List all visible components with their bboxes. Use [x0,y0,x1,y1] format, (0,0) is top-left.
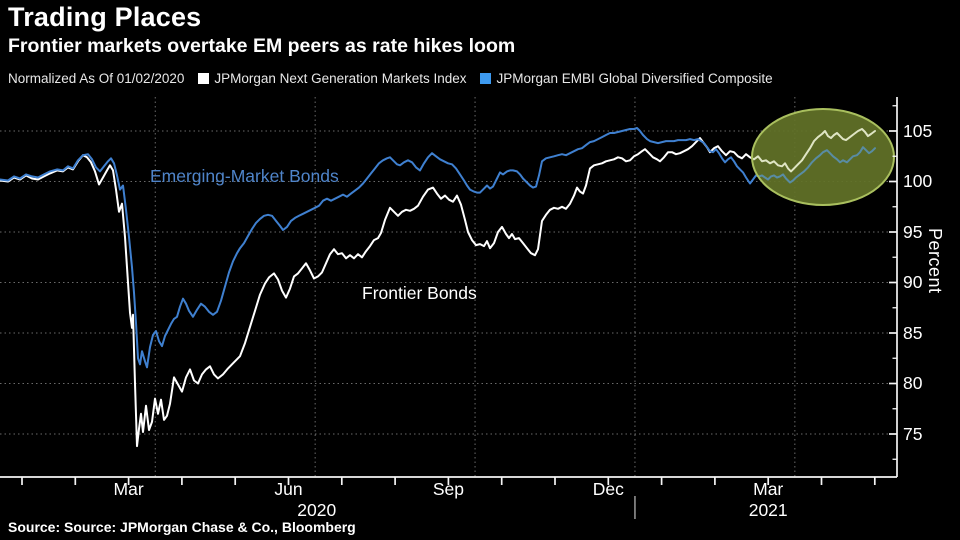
y-axis-tick-label: 95 [903,221,923,242]
legend-item-embi: JPMorgan EMBI Global Diversified Composi… [480,71,773,86]
x-axis-tick-label: Jun [274,479,303,499]
series-label-emerging-market-bonds: Emerging-Market Bonds [150,166,339,186]
chart-subtitle: Frontier markets overtake EM peers as ra… [8,35,516,57]
y-axis-tick-label: 105 [903,120,933,141]
x-axis-year-label: 2020 [297,500,337,520]
legend-item-frontier-index: JPMorgan Next Generation Markets Index [198,71,466,86]
legend-note: Normalized As Of 01/02/2020 [8,71,185,86]
y-axis-tick-label: 100 [903,171,933,191]
y-axis-tick-label: 80 [903,373,923,393]
x-axis-tick-label: Sep [432,479,464,499]
y-axis-title: Percent [925,228,945,294]
series-label-frontier-bonds: Frontier Bonds [362,283,477,303]
chart-legend: Normalized As Of 01/02/2020 JPMorgan Next… [8,71,787,86]
legend-swatch-white [198,73,210,84]
source-attribution: Source: Source: JPMorgan Chase & Co., Bl… [8,519,356,535]
y-axis-tick-label: 90 [903,272,923,292]
y-axis-tick-label: 75 [903,423,923,444]
y-axis-tick-label: 85 [903,322,923,343]
x-axis-tick-label: Mar [753,479,784,499]
x-axis-year-label: 2021 [748,500,788,520]
x-axis-tick-label: Dec [592,479,624,499]
x-axis-tick-label: Mar [113,479,144,499]
legend-label-embi: JPMorgan EMBI Global Diversified Composi… [496,71,773,86]
legend-label-frontier-index: JPMorgan Next Generation Markets Index [214,71,467,86]
chart-title: Trading Places [8,2,202,32]
legend-swatch-blue [480,73,492,84]
